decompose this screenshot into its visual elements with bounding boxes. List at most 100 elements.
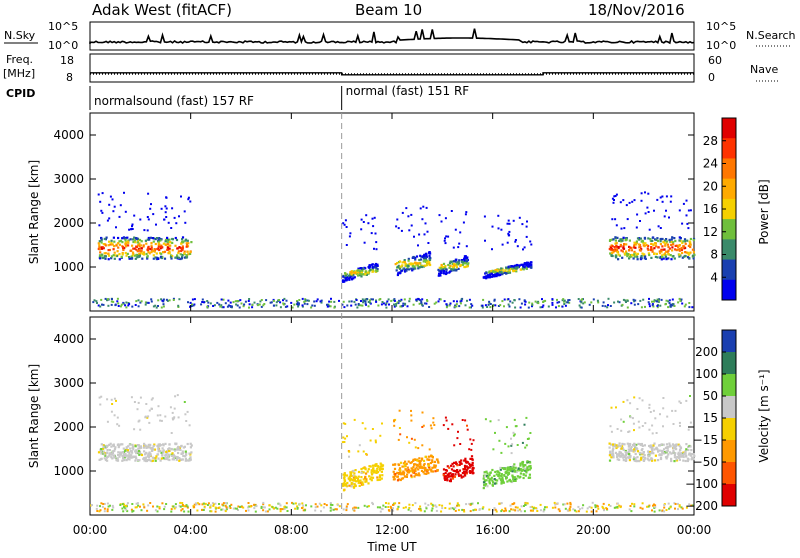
velocity-cell [349, 472, 352, 476]
velocity-cell [658, 509, 661, 512]
power-cell [167, 243, 170, 246]
velocity-cell [526, 460, 529, 463]
velocity-cell [665, 457, 668, 460]
velocity-cell [253, 507, 256, 510]
power-cell [404, 268, 407, 271]
power-cell [304, 299, 307, 302]
velocity-cell [513, 463, 516, 466]
power-cell [394, 263, 397, 266]
power-cell [124, 251, 127, 255]
power-cell [403, 303, 406, 306]
power-cell [660, 298, 663, 301]
velocity-cell [519, 467, 522, 471]
power-cell [134, 257, 137, 260]
velocity-cell [448, 507, 451, 510]
velocity-cell [248, 505, 251, 508]
velocity-cell [431, 460, 434, 464]
power-cell [656, 300, 659, 303]
power-cell [634, 252, 637, 255]
power-cell [664, 255, 667, 259]
power-cell [661, 255, 664, 258]
velocity-cell [498, 477, 501, 480]
power-cell [665, 258, 668, 261]
power-cell [444, 265, 447, 268]
velocity-cell [163, 457, 166, 461]
velocity-cell [180, 509, 183, 512]
velocity-cell [406, 473, 409, 476]
velocity-cell [673, 453, 676, 456]
velocity-cell [350, 485, 353, 488]
velocity-cell [196, 509, 199, 512]
velocity-cell [631, 502, 633, 505]
velocity-cell [450, 475, 453, 478]
velocity-cell [341, 482, 344, 485]
velocity-cell [622, 420, 625, 423]
velocity-cell [97, 451, 101, 454]
power-cell [669, 304, 672, 307]
velocity-cell [335, 508, 338, 511]
power-cell [634, 242, 637, 245]
power-cell [452, 246, 455, 249]
power-cell [176, 247, 179, 250]
power-cell [113, 240, 116, 243]
power-cell [663, 215, 666, 218]
power-cell [282, 302, 285, 305]
power-cell [625, 237, 628, 240]
velocity-cell [222, 502, 225, 505]
power-cell [187, 253, 190, 256]
power-cell [330, 300, 333, 303]
velocity-cell [444, 471, 447, 475]
velocity-cell [627, 431, 630, 433]
power-cell [393, 298, 396, 301]
power-cell [177, 256, 181, 259]
power-cell [660, 248, 663, 251]
velocity-cell [638, 426, 641, 429]
velocity-cell [396, 479, 400, 482]
power-cell [414, 262, 417, 265]
power-cell [526, 220, 528, 223]
velocity-cell [511, 475, 514, 478]
power-cell [172, 297, 175, 300]
velocity-cell [514, 466, 517, 469]
power-cell [150, 241, 153, 245]
velocity-cell [423, 462, 426, 466]
velocity-cell [644, 422, 647, 425]
power-cell [221, 306, 224, 309]
power-cell [131, 244, 134, 247]
velocity-cell [366, 505, 369, 508]
velocity-cell [681, 507, 684, 510]
velocity-cell [507, 472, 511, 475]
velocity-cell [426, 469, 429, 472]
velocity-cell [133, 455, 137, 458]
velocity-cell [684, 450, 687, 453]
x-tick-label: 12:00 [375, 523, 410, 537]
power-cell [143, 253, 146, 256]
power-cell [160, 252, 163, 255]
power-cell [621, 239, 624, 242]
velocity-cell [514, 509, 517, 512]
velocity-cell [468, 462, 471, 465]
velocity-cell [651, 450, 654, 453]
velocity-cell [103, 507, 106, 510]
power-cell [424, 264, 427, 267]
power-cell [500, 228, 503, 231]
power-cell [107, 244, 110, 247]
velocity-cell [471, 472, 474, 475]
velocity-cell [501, 467, 504, 470]
power-cell [157, 238, 160, 241]
power-cell [530, 266, 533, 269]
velocity-cell [522, 476, 525, 480]
velocity-cell [633, 396, 636, 399]
power-cell [665, 195, 668, 198]
power-cell [424, 222, 427, 225]
velocity-cell [106, 510, 109, 513]
power-cell [114, 254, 117, 257]
power-cell [364, 302, 367, 305]
velocity-cell [450, 507, 453, 510]
velocity-cell [159, 449, 162, 453]
power-cell [411, 265, 414, 268]
power-cell [393, 305, 396, 308]
velocity-cell [524, 501, 527, 504]
velocity-cell [659, 457, 663, 460]
power-cell [360, 228, 363, 231]
